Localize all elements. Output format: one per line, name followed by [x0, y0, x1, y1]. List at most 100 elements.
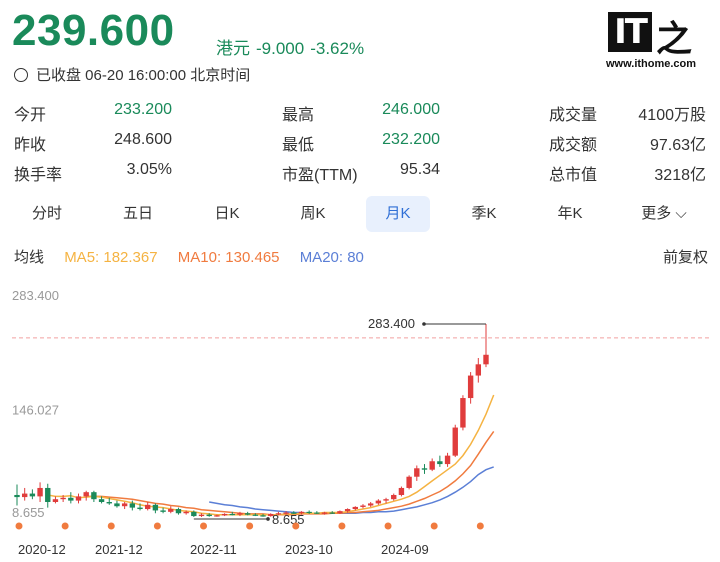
candle-body [221, 513, 228, 516]
candle-body [129, 503, 136, 508]
currency-label: 港元 [216, 39, 250, 58]
change-percent: -3.62% [310, 39, 365, 58]
low-dot [266, 517, 270, 521]
candle-body [114, 503, 120, 507]
candle-body [244, 513, 251, 515]
x-tick-label: 2020-12 [18, 542, 66, 557]
stat-label: 成交量 [549, 107, 598, 124]
logo-mark: IT [608, 12, 652, 52]
tab-2[interactable]: 日K [214, 205, 240, 222]
stat-label: 成交额 [549, 137, 598, 154]
x-tick-label: 2021-12 [95, 542, 143, 557]
candle-body [306, 511, 312, 514]
candle-body [21, 493, 28, 498]
ma20-legend: MA20: 80 [299, 249, 364, 266]
candle-body [152, 504, 159, 511]
candle-body [291, 512, 297, 514]
high-label: 283.400 [368, 316, 415, 331]
candle-body [75, 496, 82, 501]
stat-value: 233.200 [114, 101, 172, 118]
change-value: -9.000 [256, 39, 305, 58]
candle-body [383, 499, 389, 501]
event-marker [200, 522, 208, 530]
stat-label: 今开 [14, 107, 47, 124]
candle-body [206, 514, 212, 517]
candle-body [137, 507, 143, 510]
candle-body [106, 502, 112, 504]
stat-value: 4100万股 [638, 107, 706, 124]
adjust-toggle[interactable]: 前复权 [662, 249, 708, 266]
period-tabs: 分时 五日 日K 周K 月K 季K 年K 更多 ⌵ [0, 196, 720, 236]
stat-value: 3218亿 [654, 167, 706, 184]
candle-body [198, 514, 205, 517]
x-tick-label: 2024-09 [381, 542, 429, 557]
stat-label: 市盈(TTM) [282, 167, 358, 184]
event-marker [292, 522, 300, 530]
ithome-logo: IT 之 www.ithome.com [606, 8, 710, 74]
y-tick-label: 146.027 [12, 403, 59, 418]
stock-price: 239.600 [12, 6, 175, 55]
clock-icon [14, 67, 28, 82]
stat-value: 97.63亿 [649, 137, 706, 154]
ma20-line [209, 466, 494, 514]
status-text: 已收盘 06-20 16:00:00 北京时间 [36, 67, 251, 84]
tab-3[interactable]: 周K [300, 205, 326, 222]
candle-body [60, 497, 66, 500]
low-label: 8.655 [272, 512, 305, 527]
stat-value: 248.600 [114, 131, 172, 148]
stat-value: 246.000 [382, 101, 440, 118]
stat-value: 232.200 [382, 131, 440, 148]
event-marker [107, 522, 115, 530]
candle-body [429, 461, 435, 470]
candle-body [268, 513, 274, 517]
stat-label: 换手率 [14, 167, 63, 184]
candle-body [337, 511, 343, 514]
candle-body [45, 487, 51, 503]
x-tick-label: 2022-11 [190, 542, 237, 557]
tab-6[interactable]: 年K [557, 205, 583, 222]
event-marker [384, 522, 392, 530]
candle-body [175, 509, 182, 514]
stat-label: 总市值 [549, 167, 598, 184]
candle-body [214, 515, 220, 517]
tab-1[interactable]: 五日 [122, 205, 153, 222]
tab-5[interactable]: 季K [471, 205, 497, 222]
candle-body [252, 514, 259, 516]
stat-value: 3.05% [126, 161, 172, 178]
candle-body [344, 509, 351, 512]
x-tick-label: 2023-10 [285, 542, 333, 557]
tab-4[interactable]: 月K [366, 196, 430, 232]
candle-body [260, 515, 266, 517]
candle-body [121, 503, 128, 507]
y-tick-label: 8.655 [12, 505, 45, 520]
candle-body [168, 509, 174, 512]
market-status: 已收盘 06-20 16:00:00 北京时间 [14, 64, 250, 85]
ma10-legend: MA10: 130.465 [177, 249, 280, 266]
candle-body [483, 354, 489, 365]
tab-7[interactable]: 更多 ⌵ [641, 205, 687, 222]
candle-body [229, 513, 235, 516]
candle-body [314, 512, 320, 514]
candle-body [68, 497, 74, 501]
candle-body [237, 513, 243, 515]
ma-legend: 均线 MA5: 182.367 MA10: 130.465 MA20: 80 [14, 246, 380, 267]
stat-value: 95.34 [399, 161, 440, 178]
candle-body [352, 506, 358, 510]
event-marker [15, 522, 23, 530]
candle-body [414, 468, 420, 477]
candle-body [437, 461, 443, 465]
candle-body [52, 499, 59, 503]
candle-body [375, 500, 382, 504]
candle-body [444, 455, 451, 465]
stat-label: 昨收 [14, 137, 47, 154]
candle-body [421, 468, 428, 470]
candle-body [329, 512, 335, 514]
candle-body [183, 511, 189, 514]
candle-body [460, 398, 466, 428]
candle-body [160, 510, 166, 512]
ma10-line [86, 430, 495, 516]
candle-body [452, 427, 458, 456]
tab-0[interactable]: 分时 [31, 205, 62, 222]
stat-label: 最高 [282, 107, 315, 124]
candle-body [14, 494, 20, 498]
